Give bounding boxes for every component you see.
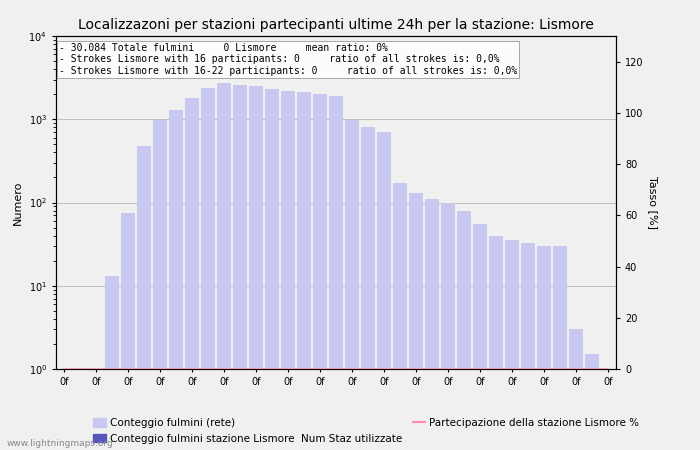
- Bar: [57, 369, 71, 450]
- Bar: [553, 246, 567, 450]
- Bar: [233, 85, 247, 450]
- Bar: [377, 132, 391, 450]
- Y-axis label: Numero: Numero: [13, 180, 23, 225]
- Bar: [505, 240, 519, 450]
- Text: - 30.084 Totale fulmini     0 Lismore     mean ratio: 0%
- Strokes Lismore with : - 30.084 Totale fulmini 0 Lismore mean r…: [59, 43, 517, 76]
- Bar: [601, 369, 615, 450]
- Bar: [457, 211, 471, 450]
- Legend: Conteggio fulmini (rete), Conteggio fulmini stazione Lismore  Num Staz utilizzat: Conteggio fulmini (rete), Conteggio fulm…: [89, 414, 643, 448]
- Bar: [425, 199, 439, 450]
- Bar: [585, 354, 598, 450]
- Bar: [89, 369, 103, 450]
- Bar: [569, 329, 583, 450]
- Title: Localizzazoni per stazioni partecipanti ultime 24h per la stazione: Lismore: Localizzazoni per stazioni partecipanti …: [78, 18, 594, 32]
- Bar: [522, 243, 535, 450]
- Y-axis label: Tasso [%]: Tasso [%]: [648, 176, 657, 229]
- Bar: [361, 127, 374, 450]
- Bar: [410, 193, 423, 450]
- Bar: [298, 92, 311, 450]
- Bar: [265, 89, 279, 450]
- Bar: [105, 276, 119, 450]
- Bar: [313, 94, 327, 450]
- Bar: [121, 213, 135, 450]
- Bar: [393, 183, 407, 450]
- Bar: [217, 83, 231, 450]
- Text: www.lightningmaps.org: www.lightningmaps.org: [7, 439, 113, 448]
- Bar: [473, 224, 486, 450]
- Bar: [74, 369, 87, 450]
- Bar: [441, 202, 455, 450]
- Bar: [186, 98, 199, 450]
- Bar: [169, 110, 183, 450]
- Bar: [249, 86, 262, 450]
- Bar: [329, 96, 343, 450]
- Bar: [137, 146, 150, 450]
- Bar: [537, 246, 551, 450]
- Bar: [153, 120, 167, 450]
- Bar: [281, 91, 295, 450]
- Bar: [345, 120, 359, 450]
- Bar: [201, 88, 215, 450]
- Bar: [489, 236, 503, 450]
